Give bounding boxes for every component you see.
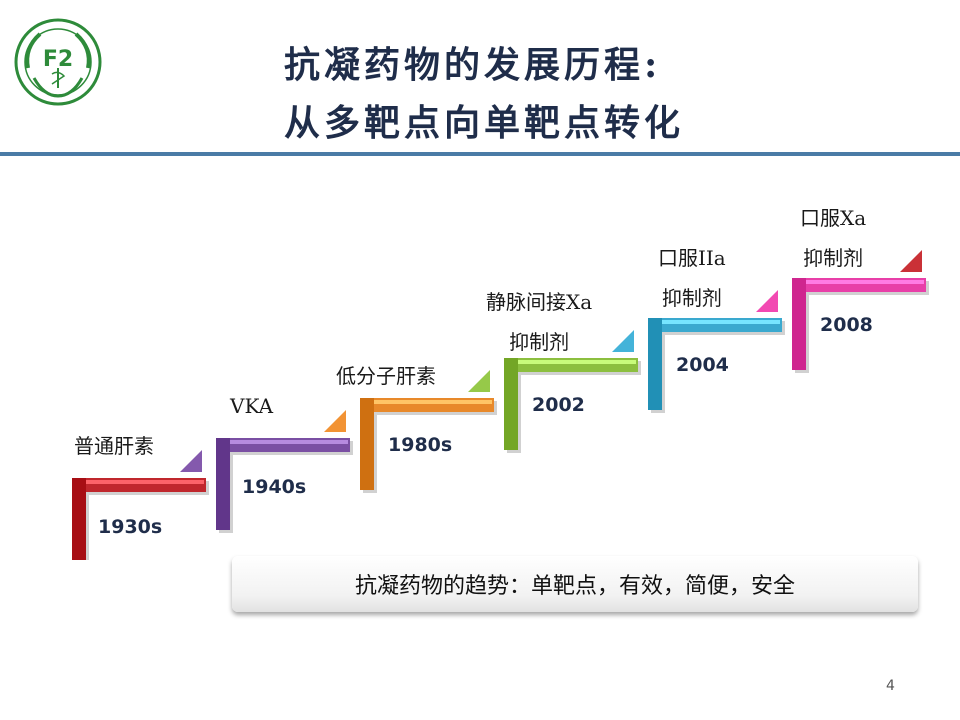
step-highlight (662, 320, 780, 324)
step-highlight (230, 440, 348, 444)
step-label-line: 口服IIa (658, 246, 726, 270)
timeline-step-2 (216, 410, 353, 533)
step-label-oral-iia-inhibitor: 口服IIa 抑制剂 (658, 238, 726, 318)
step-year-1940s: 1940s (242, 476, 307, 498)
timeline-step-4 (504, 330, 641, 453)
page-number: 4 (886, 678, 895, 694)
hospital-logo: F2 (14, 18, 102, 106)
step-label-line: 普通肝素 (74, 434, 154, 458)
step-riser (504, 358, 518, 450)
timeline-step-1 (72, 450, 209, 560)
step-label-line: 静脉间接Xa (486, 290, 593, 314)
timeline-step-5 (648, 290, 785, 413)
step-label-line: VKA (230, 394, 274, 418)
step-corner-triangle (324, 410, 346, 432)
step-label-line: 抑制剂 (509, 330, 570, 354)
step-corner-triangle (900, 250, 922, 272)
step-corner-triangle (756, 290, 778, 312)
step-year-1930s: 1930s (98, 516, 163, 538)
step-highlight (86, 480, 204, 484)
step-riser (648, 318, 662, 410)
timeline-stairs (72, 250, 929, 560)
header-divider (0, 152, 960, 156)
step-label-line: 低分子肝素 (336, 364, 436, 388)
trend-callout: 抗凝药物的趋势：单靶点，有效，简便，安全 (232, 556, 918, 612)
step-label-line: 口服Xa (800, 206, 867, 230)
step-label-heparin: 普通肝素 (74, 426, 154, 466)
step-label-line: 抑制剂 (803, 246, 864, 270)
step-label-lmwh: 低分子肝素 (336, 356, 436, 396)
step-label-iv-xa-inhibitor: 静脉间接Xa 抑制剂 (486, 282, 592, 362)
step-highlight (374, 400, 492, 404)
step-riser (360, 398, 374, 490)
slide-title-line-1: 抗凝药物的发展历程: (284, 44, 662, 86)
logo-monogram: F2 (43, 47, 73, 72)
step-riser (792, 278, 806, 370)
timeline-step-3 (360, 370, 497, 493)
step-riser (216, 438, 230, 530)
step-highlight (806, 280, 924, 284)
step-highlight (518, 360, 636, 364)
step-riser (72, 478, 86, 560)
timeline-step-6 (792, 250, 929, 373)
step-label-vka: VKA (230, 386, 273, 426)
step-label-line: 抑制剂 (661, 286, 722, 310)
step-corner-triangle (612, 330, 634, 352)
slide-title-line-2: 从多靶点向单靶点转化 (284, 102, 685, 144)
step-corner-triangle (468, 370, 490, 392)
step-year-2002: 2002 (532, 394, 585, 416)
step-year-2004: 2004 (676, 354, 729, 376)
step-corner-triangle (180, 450, 202, 472)
logo-emblem-icon: F2 (14, 18, 102, 106)
trend-text: 抗凝药物的趋势：单靶点，有效，简便，安全 (354, 574, 795, 599)
step-label-oral-xa-inhibitor: 口服Xa 抑制剂 (800, 198, 866, 278)
step-year-1980s: 1980s (388, 434, 453, 456)
step-year-2008: 2008 (820, 314, 873, 336)
